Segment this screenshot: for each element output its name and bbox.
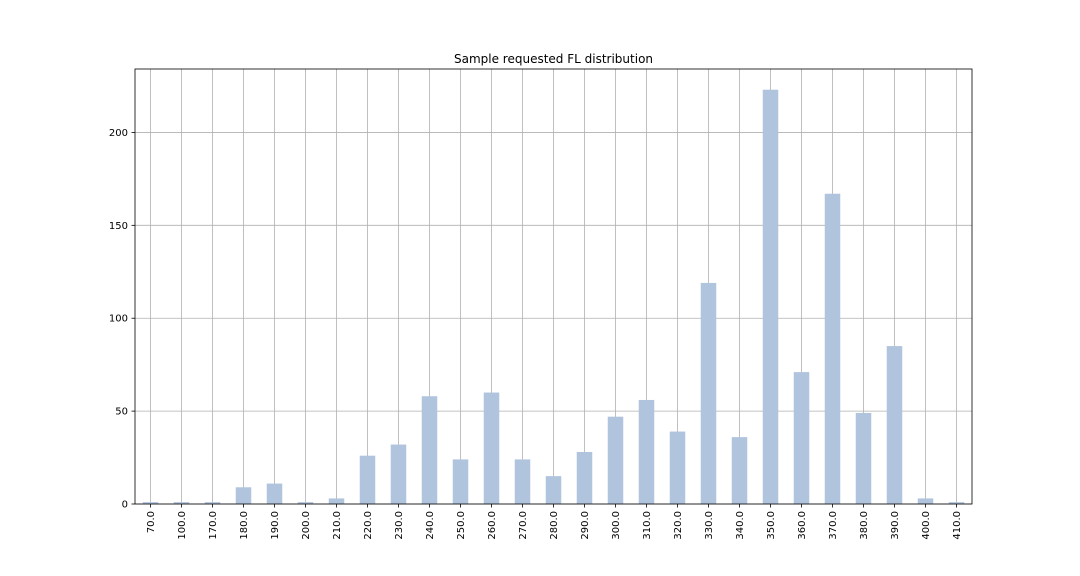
y-axis-ticks: 0 50 100 150 200 [109, 128, 135, 511]
x-tick-label: 100.0 [177, 511, 188, 540]
bar [142, 502, 159, 504]
bar [204, 502, 221, 504]
bar [607, 416, 624, 504]
bar [359, 455, 376, 504]
bar [514, 459, 531, 504]
x-tick-label: 320.0 [673, 511, 684, 540]
y-tick-label: 50 [115, 407, 128, 418]
y-tick-label: 0 [122, 500, 128, 511]
x-tick-label: 170.0 [208, 511, 219, 540]
bar [824, 193, 841, 504]
y-tick-label: 150 [109, 221, 128, 232]
x-tick-label: 310.0 [642, 511, 653, 540]
x-tick-label: 380.0 [859, 511, 870, 540]
x-tick-label: 290.0 [580, 511, 591, 540]
bar [235, 487, 252, 504]
bar [638, 399, 655, 504]
x-tick-label: 370.0 [828, 511, 839, 540]
x-tick-label: 180.0 [239, 511, 250, 540]
x-tick-label: 350.0 [766, 511, 777, 540]
x-tick-label: 70.0 [146, 511, 157, 533]
y-tick-label: 200 [109, 128, 128, 139]
x-tick-label: 270.0 [518, 511, 529, 540]
bar [731, 437, 748, 504]
x-tick-label: 200.0 [301, 511, 312, 540]
bar [328, 498, 345, 504]
x-tick-label: 210.0 [332, 511, 343, 540]
x-tick-label: 410.0 [952, 511, 963, 540]
x-tick-label: 390.0 [890, 511, 901, 540]
bar [297, 502, 314, 504]
x-tick-label: 280.0 [549, 511, 560, 540]
x-tick-label: 360.0 [797, 511, 808, 540]
x-tick-label: 230.0 [394, 511, 405, 540]
bar [855, 412, 872, 504]
grid-layer [135, 69, 972, 505]
bar [762, 89, 779, 504]
bar [390, 444, 407, 504]
x-tick-label: 400.0 [921, 511, 932, 540]
bar [669, 431, 686, 504]
bars-layer [142, 89, 965, 504]
x-tick-label: 240.0 [425, 511, 436, 540]
bar [483, 392, 500, 504]
x-tick-label: 300.0 [611, 511, 622, 540]
bar [700, 282, 717, 504]
chart-title: Sample requested FL distribution [454, 52, 653, 66]
bar [545, 476, 562, 504]
bar [452, 459, 469, 504]
x-tick-label: 340.0 [735, 511, 746, 540]
bar [793, 372, 810, 504]
bar [266, 483, 283, 504]
y-tick-label: 100 [109, 314, 128, 325]
x-tick-label: 250.0 [456, 511, 467, 540]
x-axis-ticks: 70.0 100.0 170.0 180.0 190.0 200.0 210.0 220.0 2… [146, 504, 963, 540]
bar [948, 502, 965, 504]
x-tick-label: 260.0 [487, 511, 498, 540]
bar [421, 396, 438, 504]
bar [917, 498, 934, 504]
bar [886, 346, 903, 504]
bar [576, 451, 593, 504]
x-tick-label: 330.0 [704, 511, 715, 540]
x-tick-label: 220.0 [363, 511, 374, 540]
bar [173, 502, 190, 504]
x-tick-label: 190.0 [270, 511, 281, 540]
